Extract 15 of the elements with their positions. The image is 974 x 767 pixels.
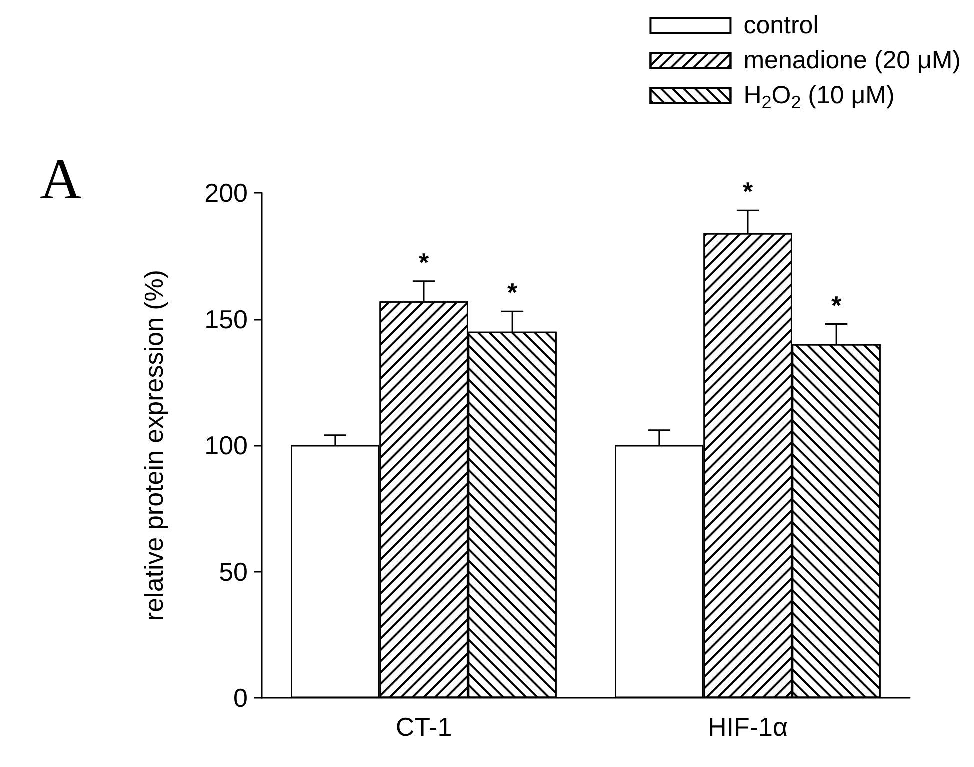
x-tick-label: CT-1 — [396, 712, 452, 742]
data-label: * — [418, 247, 430, 278]
legend-label: control — [744, 12, 819, 40]
y-tick-label: 50 — [219, 556, 248, 587]
text: A — [40, 146, 82, 212]
y-tick-label: 200 — [204, 178, 248, 208]
legend-label: menadione (20 μM) — [744, 46, 962, 74]
y-tick-label: 100 — [204, 430, 248, 460]
data-label: * — [831, 290, 842, 320]
data-label: * — [742, 176, 754, 207]
data-label: * — [507, 278, 518, 308]
y-axis-title: relative protein expression (%) — [139, 270, 169, 622]
y-tick-label: 0 — [234, 683, 248, 713]
y-tick-label: 150 — [204, 304, 248, 334]
x-tick-label: HIF-1α — [708, 712, 788, 742]
